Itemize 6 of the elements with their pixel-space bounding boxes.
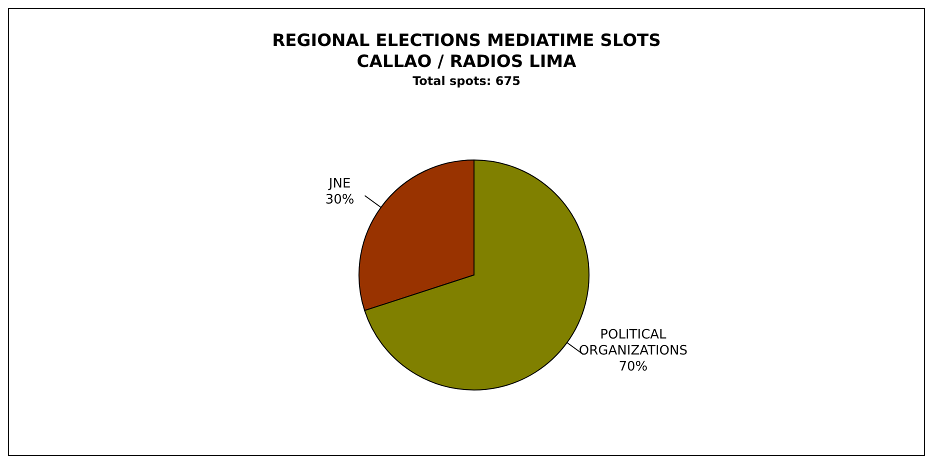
data-label: 70% xyxy=(618,359,648,374)
chart-title: REGIONAL ELECTIONS MEDIATIME SLOTS CALLAO / RADIOS LIMA xyxy=(271,31,662,73)
data-label: 30% xyxy=(325,192,354,208)
chart-subtitle: Total spots: 675 xyxy=(412,73,522,89)
slice-label: JNE xyxy=(328,176,351,192)
slice-label: POLITICAL ORGANIZATIONS xyxy=(578,327,688,358)
